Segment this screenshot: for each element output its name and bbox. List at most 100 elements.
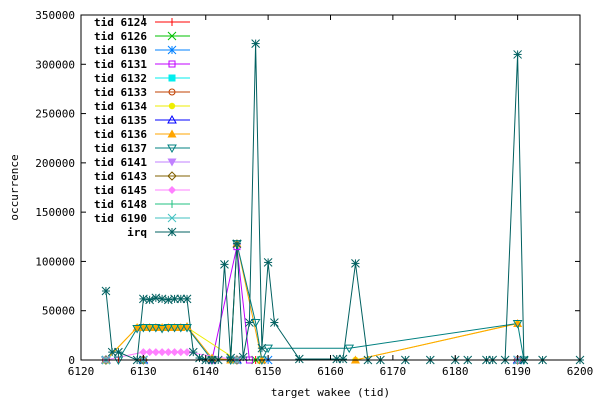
series-tid-6137-point [169,323,180,333]
series-tid-6145-point [139,348,148,357]
series-tid-6137-point [344,344,355,354]
series-tid-6136-point [176,322,186,331]
legend-marker [167,171,177,181]
x-tick-label: 6140 [193,365,220,378]
legend-label: tid 6134 [94,100,147,113]
legend-label: tid 6141 [94,156,147,169]
legend-entry: tid 6124 [94,16,190,29]
x-tick-label: 6170 [380,365,407,378]
series-tid-6137-point [138,323,149,333]
series-tid-6136-point [145,322,155,331]
y-tick-label: 250000 [35,108,75,121]
legend-label: tid 6131 [94,58,147,71]
series-tid-6145-point [176,348,185,357]
y-axis: 0 50000 100000 150000 200000 250000 300000 3500… [35,9,580,367]
x-tick-label: 6200 [567,365,594,378]
x-tick-label: 6160 [317,365,344,378]
legend-label: tid 6126 [94,30,147,43]
legend-label: tid 6130 [94,44,147,57]
y-tick-label: 300000 [35,58,75,71]
series-irq-point [251,39,261,48]
legend-marker [167,158,177,167]
legend-marker [167,31,177,41]
series-irq-point [232,239,242,249]
series-irq-point [195,353,204,363]
x-tick-label: 6150 [255,365,282,378]
legend-entry: tid 6136 [94,128,190,141]
series-tid-6137-point [182,323,192,333]
series-tid-6145-point [183,348,192,357]
series-tid-6137-point [144,323,155,333]
legend-label: tid 6136 [94,128,147,141]
legend-marker [168,18,176,26]
legend-label: tid 6143 [94,170,147,183]
y-tick-label: 0 [68,354,75,367]
y-tick-label: 350000 [35,9,75,22]
legend-marker [167,129,177,138]
series-tid-6137-point [132,324,142,334]
series-irq-point [263,258,273,267]
series-tid-6137-point [157,324,167,334]
legend-entry: tid 6190 [94,212,190,225]
legend-entry: tid 6143 [94,170,190,183]
series-irq-point [101,286,111,296]
series-irq-point [294,354,304,364]
series-tid-6145-point [151,348,160,357]
legend-marker [167,144,177,154]
legend-entry: tid 6134 [94,100,190,113]
x-tick-label: 6120 [68,365,95,378]
legend-marker [168,200,176,208]
legend-marker [167,213,177,223]
plot-lines [105,43,580,362]
series-irq-point [226,353,236,363]
series-tid-6137-point [150,323,161,333]
legend-marker [168,60,176,68]
legend-marker [167,45,177,55]
series-irq-point [145,295,154,305]
legend-label: tid 6145 [94,184,147,197]
legend-entry: tid 6132 [94,72,190,85]
series-irq-point [257,343,267,353]
legend-entry: tid 6145 [94,184,190,197]
series-irq-point [338,354,348,364]
y-tick-label: 100000 [35,255,75,268]
x-tick-label: 6130 [130,365,157,378]
series-tid-6136-point [170,322,180,331]
legend-entry: tid 6137 [94,142,190,155]
series-tid-6137-point [175,323,186,333]
series-tid-6136-line [105,243,518,361]
legend-entry: tid 6135 [94,114,190,127]
legend-label: tid 6135 [94,114,147,127]
series-tid-6137-point [163,323,174,333]
series-tid-6136-point [138,322,148,331]
legend-marker [167,227,177,237]
series-tid-6131-line [106,246,518,361]
legend-entry: tid 6126 [94,30,190,43]
series-irq-point [245,318,254,327]
series-tid-6145-point [158,348,167,357]
legend-entry: tid 6130 [94,44,190,57]
series-tid-6136-point [513,319,523,328]
x-axis-label: target wakee (tid) [271,386,390,399]
legend-marker [168,186,176,194]
legend-entry: tid 6141 [94,156,190,169]
series-irq-point [107,347,117,357]
series-irq-point [351,259,360,268]
series-tid-6137-point [512,320,523,329]
series-irq-point [513,50,522,59]
series-tid-6136-point [163,322,173,331]
legend-marker [168,102,176,110]
y-tick-label: 150000 [35,206,75,219]
legend-label: irq [127,226,147,239]
series-tid-6137-point [263,344,273,354]
legend-label: tid 6137 [94,142,147,155]
series-tid-6145-point [164,348,173,357]
y-axis-label: occurrence [8,154,21,220]
legend-marker [168,88,176,96]
series-tid-6145-point [145,348,154,357]
legend-label: tid 6190 [94,212,147,225]
y-tick-label: 200000 [35,157,75,170]
y-tick-label: 50000 [42,305,75,318]
legend-entry: tid 6148 [94,198,190,211]
